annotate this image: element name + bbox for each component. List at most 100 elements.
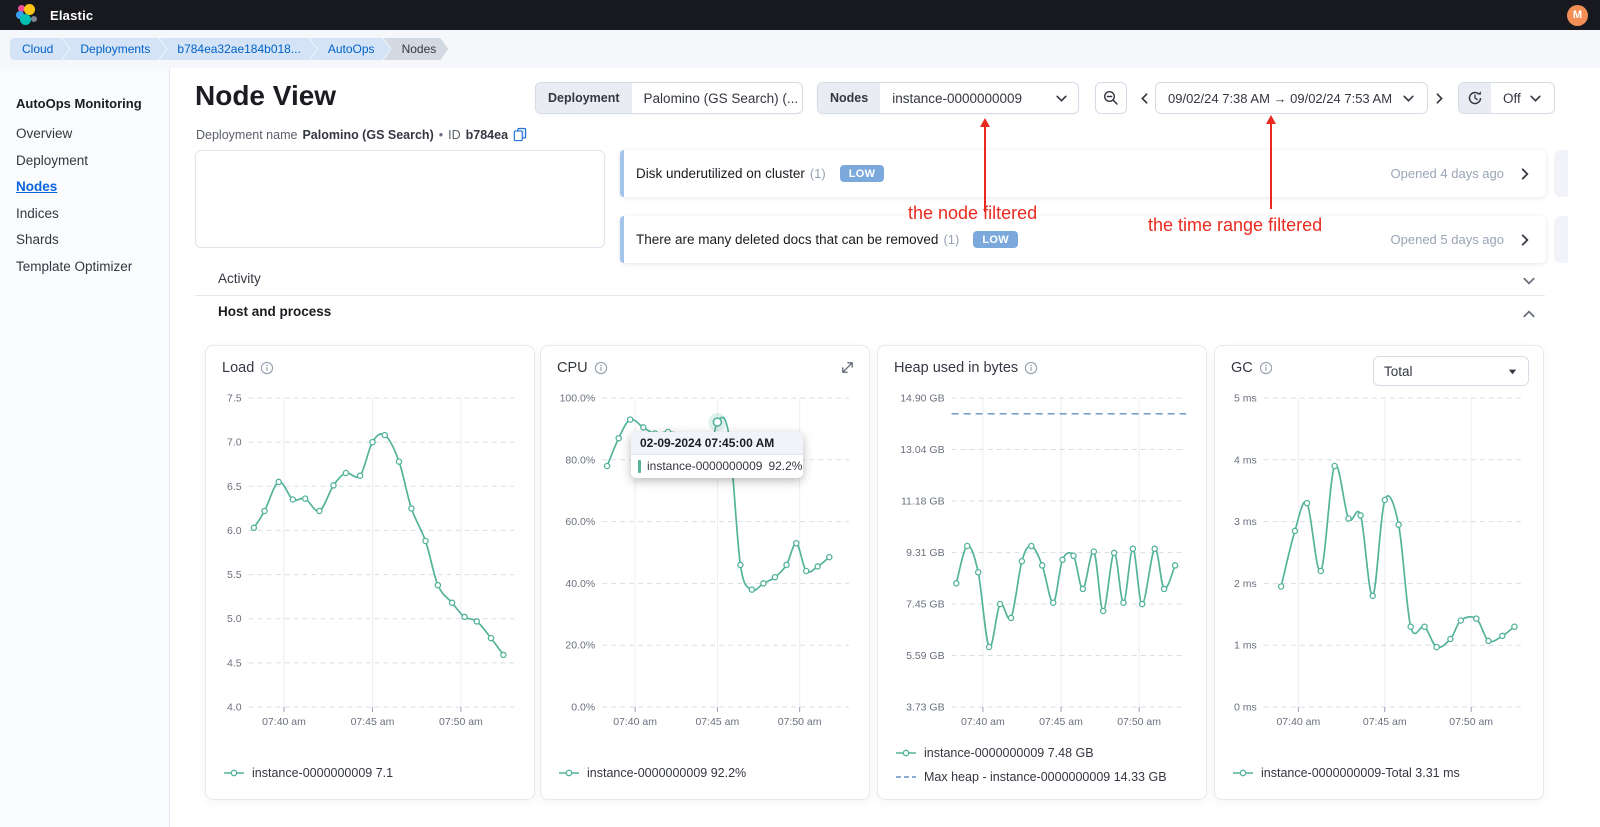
sidebar-item-shards[interactable]: Shards xyxy=(16,232,59,247)
caret-down-icon xyxy=(1508,369,1517,374)
cpu-chart-tooltip: 02-09-2024 07:45:00 AM instance-00000000… xyxy=(631,432,803,478)
sidebar-item-template-optimizer[interactable]: Template Optimizer xyxy=(16,258,133,274)
logo-dot-pink xyxy=(18,5,25,12)
breadcrumb-cloud[interactable]: Cloud xyxy=(10,38,69,60)
chevron-down-icon xyxy=(1056,95,1067,102)
expand-icon[interactable] xyxy=(840,360,855,375)
info-icon[interactable] xyxy=(260,361,274,375)
annotation-time-range-filtered: the time range filtered xyxy=(1148,215,1323,235)
annotation-node-filtered: the node filtered xyxy=(908,203,1038,223)
section-divider xyxy=(195,295,1545,296)
breadcrumb-deployments[interactable]: Deployments xyxy=(62,38,166,60)
alert-severity-accent xyxy=(620,216,624,263)
previous-time-window-button[interactable] xyxy=(1133,82,1155,114)
sidebar: AutoOps Monitoring Overview Deployment N… xyxy=(0,68,170,827)
node-summary-card xyxy=(195,150,605,248)
heap-chart-title: Heap used in bytes xyxy=(894,360,1019,376)
legend-item[interactable]: instance-0000000009 7.48 GB xyxy=(896,746,1198,760)
deployment-name-label: Deployment name xyxy=(196,127,298,142)
severity-badge: LOW xyxy=(839,165,885,182)
nodes-filter-select[interactable]: instance-0000000009 xyxy=(880,83,1078,113)
info-icon[interactable] xyxy=(1259,361,1273,375)
svg-text:07:40 am: 07:40 am xyxy=(1276,716,1320,728)
gc-chart-card: GC Total 5 ms 4 ms 3 ms 2 ms 1 ms 0 ms 07:40 a… xyxy=(1214,345,1544,800)
time-range-value: 09/02/24 7:38 AM → 09/02/24 7:53 AM xyxy=(1168,90,1393,106)
user-avatar[interactable]: M xyxy=(1567,4,1588,26)
legend-item[interactable]: instance-0000000009 92.2% xyxy=(559,766,861,780)
host-collapse-chevron-up-icon[interactable] xyxy=(1522,307,1536,321)
annotation-arrow-time-filter xyxy=(1266,115,1276,209)
time-refresh-icon xyxy=(1468,91,1482,105)
alert-title: Disk underutilized on cluster xyxy=(636,166,805,181)
svg-text:5.5: 5.5 xyxy=(227,569,242,581)
sidebar-item-deployment[interactable]: Deployment xyxy=(16,152,89,168)
gc-type-select[interactable]: Total xyxy=(1373,356,1529,386)
time-range-picker[interactable]: 09/02/24 7:38 AM → 09/02/24 7:53 AM xyxy=(1155,82,1429,114)
legend-label: Max heap - instance-0000000009 14.33 GB xyxy=(924,770,1167,784)
activity-section-header[interactable]: Activity xyxy=(218,271,261,286)
refresh-interval-button[interactable] xyxy=(1459,83,1492,113)
cpu-chart-card: CPU 100.0% 80.0% 60.0% 40.0% 20.0% 0.0% 07:40 … xyxy=(540,345,870,800)
legend-label: instance-0000000009 7.1 xyxy=(252,766,394,780)
gc-chart-title: GC xyxy=(1231,360,1253,376)
brand-title: Elastic xyxy=(50,7,94,23)
svg-text:5.0: 5.0 xyxy=(227,613,242,625)
sidebar-item-overview[interactable]: Overview xyxy=(16,126,73,141)
breadcrumb-deployment-id[interactable]: b784ea32ae184b018... xyxy=(159,38,316,60)
sidebar-item-nodes[interactable]: Nodes xyxy=(16,179,58,194)
deployment-id-value: b784ea xyxy=(465,127,509,142)
svg-text:2 ms: 2 ms xyxy=(1234,578,1257,590)
svg-text:5.59 GB: 5.59 GB xyxy=(906,650,945,662)
info-icon[interactable] xyxy=(1024,361,1038,375)
gc-chart-legend: instance-0000000009-Total 3.31 ms xyxy=(1233,766,1535,790)
zoom-out-time-button[interactable] xyxy=(1095,82,1127,114)
svg-text:07:40 am: 07:40 am xyxy=(613,716,657,728)
elastic-logo[interactable] xyxy=(16,4,38,26)
deployment-filter-select[interactable]: Palomino (GS Search) (... xyxy=(632,83,802,113)
svg-text:9.31 GB: 9.31 GB xyxy=(906,547,945,559)
load-chart[interactable]: 7.5 7.0 6.5 6.0 5.5 5.0 4.5 4.0 07:40 am 07:45 am… xyxy=(222,390,520,740)
svg-text:4.0: 4.0 xyxy=(227,702,242,714)
logo-dot-blue xyxy=(16,11,24,19)
legend-item[interactable]: instance-0000000009-Total 3.31 ms xyxy=(1233,766,1535,780)
alert-row-deleted-docs[interactable]: There are many deleted docs that can be … xyxy=(620,216,1546,263)
logo-dot-gray xyxy=(31,16,37,22)
legend-item[interactable]: instance-0000000009 7.1 xyxy=(224,766,526,780)
info-icon[interactable] xyxy=(594,361,608,375)
heap-chart[interactable]: 14.90 GB 13.04 GB 11.18 GB 9.31 GB 7.45 GB 5.… xyxy=(894,390,1192,740)
svg-text:4.5: 4.5 xyxy=(227,657,242,669)
host-and-process-section-header[interactable]: Host and process xyxy=(218,304,332,319)
svg-text:7.45 GB: 7.45 GB xyxy=(906,599,945,611)
refresh-off-select[interactable]: Off xyxy=(1491,83,1554,113)
deployment-name-value: Palomino (GS Search) xyxy=(302,127,434,142)
svg-text:6.0: 6.0 xyxy=(227,525,242,537)
breadcrumb-autoops[interactable]: AutoOps xyxy=(310,38,391,60)
svg-text:13.04 GB: 13.04 GB xyxy=(900,444,944,456)
svg-text:3.73 GB: 3.73 GB xyxy=(906,702,945,714)
svg-text:14.90 GB: 14.90 GB xyxy=(900,393,944,405)
chevron-right-icon[interactable] xyxy=(1518,167,1532,181)
alert-title: There are many deleted docs that can be … xyxy=(636,232,939,247)
copy-icon[interactable] xyxy=(513,127,527,142)
chevron-right-icon xyxy=(1436,92,1443,104)
gc-chart[interactable]: 5 ms 4 ms 3 ms 2 ms 1 ms 0 ms 07:40 am 07:45 am… xyxy=(1231,390,1529,740)
activity-collapse-chevron-down-icon[interactable] xyxy=(1522,274,1536,288)
svg-text:07:45 am: 07:45 am xyxy=(1039,716,1083,728)
svg-text:3 ms: 3 ms xyxy=(1234,516,1257,528)
alert-row-disk-underutilized[interactable]: Disk underutilized on cluster (1) LOW Op… xyxy=(620,150,1546,197)
heap-chart-card: Heap used in bytes 14.90 GB 13.04 GB 11.18… xyxy=(877,345,1207,800)
deployment-id-label: ID xyxy=(448,127,461,142)
svg-text:0.0%: 0.0% xyxy=(571,702,595,714)
subtitle-separator: • xyxy=(438,127,444,142)
next-time-window-button[interactable] xyxy=(1428,82,1450,114)
chevron-right-icon[interactable] xyxy=(1518,233,1532,247)
chevron-left-icon xyxy=(1140,92,1147,104)
cpu-chart[interactable]: 100.0% 80.0% 60.0% 40.0% 20.0% 0.0% 07:40 am 07… xyxy=(557,390,855,740)
deployment-subtitle: Deployment name Palomino (GS Search) • I… xyxy=(196,127,527,142)
load-chart-legend: instance-0000000009 7.1 xyxy=(224,766,526,790)
alert-opened-time: Opened 5 days ago xyxy=(1390,232,1504,247)
nodes-filter-label: Nodes xyxy=(818,83,881,113)
sidebar-item-indices[interactable]: Indices xyxy=(16,205,59,221)
cpu-chart-title: CPU xyxy=(557,360,588,376)
legend-item[interactable]: Max heap - instance-0000000009 14.33 GB xyxy=(896,770,1198,784)
